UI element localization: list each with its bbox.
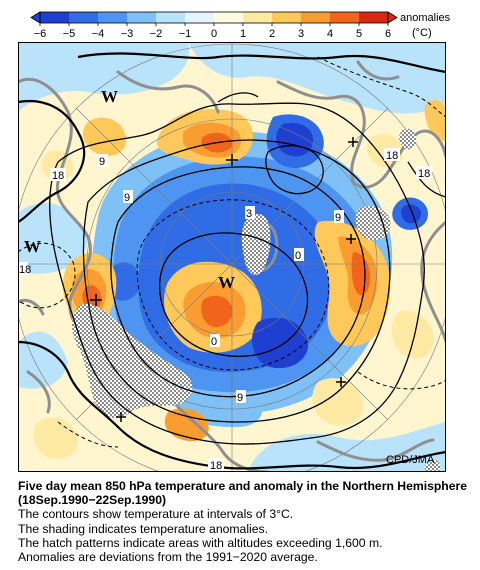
contour-label: 9 [237,392,243,404]
colorbar-tick-label: 3 [298,28,304,40]
anomaly-shading [18,42,446,472]
colorbar-tick-label: −6 [34,28,47,40]
colorbar-tick-label: 0 [211,28,217,40]
contour-label: 9 [99,156,105,168]
figure-caption: Five day mean 850 hPa temperature and an… [18,479,468,564]
temperature-contours [18,52,446,470]
contour-label: 9 [124,192,130,204]
map-credit: CPD/JMA [386,454,435,466]
colorbar-unit-label: anomalies [400,12,451,24]
latitude-circles [18,42,446,472]
contour-label: 18 [418,168,430,180]
coastlines [18,60,446,472]
colorbar-cell [156,12,186,23]
caption-line: The hatch patterns indicate areas with a… [18,535,383,550]
colorbar-cell [214,12,244,23]
warm-center-letter: W [218,273,235,292]
colorbar-tick-label: 4 [327,28,333,40]
warm-center-letter: W [24,237,41,256]
caption-line: Anomalies are deviations from the 1991−2… [18,550,318,565]
colorbar-left-arrow [30,11,41,24]
contour-label: 9 [335,212,341,224]
colorbar-tick-label: −4 [92,28,105,40]
warm-center-letter: W [101,87,118,106]
colorbar-cell [330,12,360,23]
colorbar-tick-label: 2 [269,28,275,40]
contour-label: 18 [19,264,31,276]
colorbar-cell [127,12,157,23]
colorbar-cell [40,12,70,23]
colorbar-tick-label: 1 [240,28,246,40]
colorbar-cell [69,12,99,23]
colorbar-cell [98,12,128,23]
colorbar-tick-label: −2 [150,28,163,40]
caption-line: The shading indicates temperature anomal… [18,521,268,536]
contour-label: 0 [211,336,217,348]
caption-title: Five day mean 850 hPa temperature and an… [18,479,468,508]
colorbar-cell [243,12,273,23]
colorbar-cell [272,12,302,23]
high-altitude-hatch [72,128,440,472]
grid-plus-marks [90,137,358,422]
colorbar-tick-label: −3 [121,28,134,40]
contour-label: 18 [210,460,222,472]
caption-line: The contours show temperature at interva… [18,507,294,522]
contour-label: 18 [386,150,398,162]
colorbar-cell [301,12,331,23]
anomaly-colorbar: −6 −5 −4 −3 −2 −1 0 1 2 3 4 5 6 anomalies (°C) [30,11,451,40]
colorbar-tick-label: −1 [179,28,192,40]
colorbar-cell [185,12,215,23]
contour-labels: 18 18 18 9 9 9 3 0 0 18 9 18 [18,148,432,472]
polar-map: W W W 18 18 18 9 9 9 3 0 0 18 9 18 CPD/J… [18,42,446,472]
colorbar-tick-label: 5 [356,28,362,40]
colorbar-tick-label: 6 [385,28,391,40]
colorbar-unit-symbol: (°C) [412,27,432,39]
contour-label: 0 [295,250,301,262]
colorbar-tick-label: −5 [63,28,76,40]
contour-label: 18 [52,170,64,182]
colorbar-right-arrow [387,11,398,24]
contour-label: 3 [246,208,252,220]
colorbar-cell [359,12,389,23]
